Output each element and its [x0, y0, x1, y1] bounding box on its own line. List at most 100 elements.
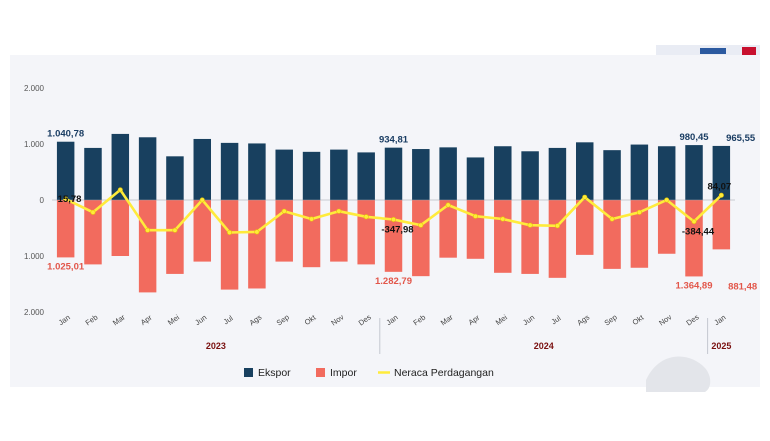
impor-bar	[138, 200, 157, 293]
neraca-point	[117, 187, 123, 193]
data-label: 15,78	[58, 194, 82, 205]
ekspor-bar	[548, 147, 567, 200]
y-tick-label: 1.000	[24, 252, 45, 261]
impor-bar	[439, 200, 457, 258]
ekspor-bar	[685, 145, 703, 200]
neraca-point	[472, 213, 478, 219]
neraca-point	[90, 209, 96, 215]
impor-bar	[302, 200, 321, 268]
neraca-point	[500, 216, 506, 222]
ekspor-bar	[302, 151, 321, 200]
x-tick-label: Des	[685, 312, 701, 327]
impor-bar	[330, 200, 348, 262]
impor-bar	[193, 200, 212, 262]
ekspor-bar	[193, 138, 212, 200]
data-label: 965,55	[726, 133, 756, 144]
x-tick-label: Jul	[549, 313, 562, 326]
ekspor-bar	[220, 142, 239, 200]
impor-bar	[412, 200, 430, 277]
x-tick-label: Jul	[222, 313, 235, 326]
neraca-point	[636, 209, 642, 215]
ekspor-bar	[575, 142, 594, 200]
x-tick-label: Jun	[193, 313, 208, 327]
neraca-point	[691, 219, 697, 225]
header-tab-shape	[700, 48, 726, 54]
legend-label: Impor	[330, 367, 357, 379]
data-label: -347,98	[381, 224, 413, 235]
x-tick-label: Feb	[84, 313, 100, 328]
neraca-point	[718, 192, 724, 198]
impor-bar	[603, 200, 621, 269]
impor-bar	[685, 200, 703, 277]
impor-bar	[657, 200, 676, 254]
impor-bar	[384, 200, 403, 272]
year-label: 2025	[711, 341, 731, 351]
neraca-point	[254, 229, 260, 235]
data-label: 1.364,89	[676, 280, 713, 291]
x-tick-label: Des	[357, 312, 373, 327]
x-tick-label: Mei	[494, 313, 509, 327]
header-corner-decoration	[656, 45, 760, 57]
x-tick-label: Sep	[275, 312, 291, 327]
data-label: 881,48	[728, 281, 757, 292]
ekspor-bar	[412, 149, 430, 200]
impor-bar	[220, 200, 239, 290]
legend-label: Ekspor	[258, 367, 291, 379]
x-tick-label: Feb	[412, 313, 428, 328]
impor-bar	[466, 200, 485, 259]
ekspor-bar	[494, 146, 512, 200]
x-tick-label: Jan	[712, 313, 727, 327]
impor-bar	[521, 200, 539, 274]
ekspor-bar	[384, 147, 403, 200]
ekspor-bar	[657, 146, 676, 200]
ekspor-bar	[439, 147, 457, 200]
data-label: 1.025,01	[47, 261, 85, 272]
data-label: 1.282,79	[375, 276, 412, 287]
ekspor-bar	[166, 156, 184, 200]
x-tick-label: Nov	[329, 312, 345, 327]
y-tick-label: 2.000	[24, 84, 45, 93]
neraca-point	[664, 197, 670, 203]
data-label: -384,44	[682, 227, 715, 238]
impor-bar	[575, 200, 594, 255]
impor-bar	[84, 200, 102, 265]
ekspor-bar	[603, 150, 621, 200]
year-label: 2024	[534, 341, 554, 351]
ekspor-bar	[357, 152, 375, 200]
x-tick-label: Jan	[57, 313, 72, 327]
neraca-point	[227, 229, 233, 235]
neraca-point	[63, 196, 69, 202]
neraca-point	[145, 227, 151, 233]
x-tick-label: Mar	[111, 312, 127, 327]
ekspor-bar	[56, 141, 75, 200]
overlay-decoration	[646, 356, 711, 392]
y-tick-label: 2.000	[24, 308, 45, 317]
ekspor-bar	[248, 143, 266, 200]
neraca-point	[309, 216, 315, 222]
neraca-point	[172, 227, 178, 233]
data-label: 84,07	[707, 181, 731, 192]
x-tick-label: Apr	[139, 313, 154, 327]
y-tick-label: 1.000	[24, 140, 45, 149]
ekspor-bar	[521, 151, 539, 200]
data-label: 980,45	[679, 132, 709, 143]
ekspor-bar	[84, 147, 102, 200]
neraca-point	[363, 214, 369, 220]
impor-bar	[248, 200, 266, 289]
x-tick-label: Ags	[248, 312, 264, 327]
neraca-point	[390, 216, 396, 222]
x-tick-label: Jun	[521, 313, 536, 327]
legend-swatch	[244, 368, 253, 377]
x-tick-label: Nov	[657, 312, 673, 327]
legend-swatch	[316, 368, 325, 377]
neraca-point	[199, 197, 205, 203]
year-label: 2023	[206, 341, 226, 351]
legend-label: Neraca Perdagangan	[394, 367, 494, 379]
flag-icon	[742, 47, 756, 55]
neraca-point	[418, 222, 424, 228]
x-tick-label: Sep	[603, 312, 619, 327]
x-tick-label: Mei	[166, 313, 181, 327]
impor-bar	[166, 200, 184, 274]
neraca-point	[609, 216, 615, 222]
